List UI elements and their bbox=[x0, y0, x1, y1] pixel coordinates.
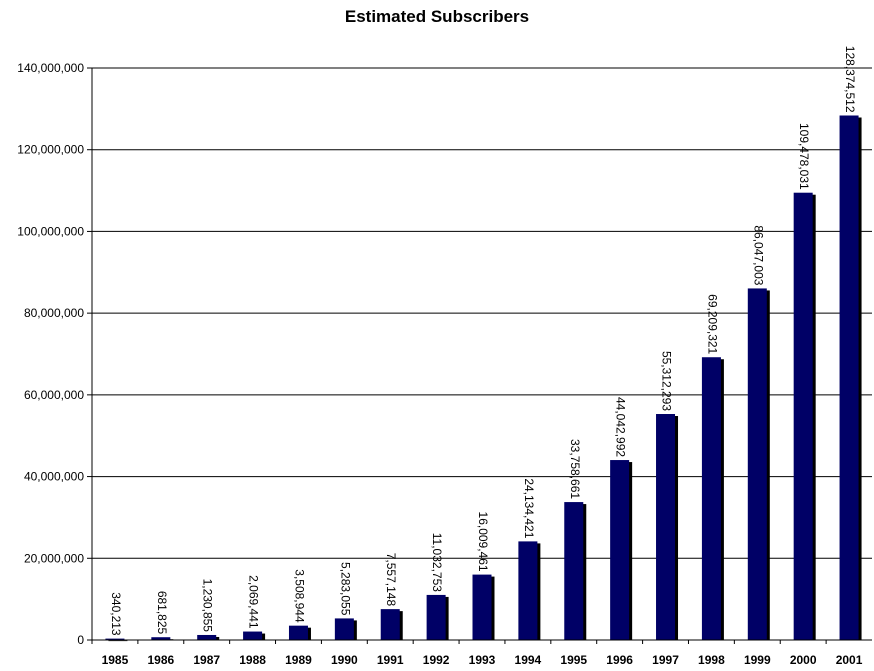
bar-value-label: 681,825 bbox=[155, 591, 169, 635]
bar-value-label: 109,478,031 bbox=[797, 123, 811, 190]
x-tick-label: 1997 bbox=[652, 653, 679, 667]
x-tick-label: 1996 bbox=[606, 653, 633, 667]
x-tick-label: 1999 bbox=[744, 653, 771, 667]
x-tick-label: 1988 bbox=[239, 653, 266, 667]
bar bbox=[472, 574, 492, 640]
x-tick-label: 1994 bbox=[515, 653, 542, 667]
bar-value-label: 1,230,855 bbox=[201, 579, 215, 633]
x-tick-label: 1989 bbox=[285, 653, 312, 667]
y-tick-label: 120,000,000 bbox=[17, 143, 84, 157]
bar-value-label: 2,069,441 bbox=[247, 575, 261, 629]
x-tick-label: 2000 bbox=[790, 653, 817, 667]
x-tick-label: 2001 bbox=[836, 653, 863, 667]
bar-value-label: 24,134,421 bbox=[522, 478, 536, 538]
bar bbox=[656, 414, 676, 640]
bar bbox=[243, 631, 263, 640]
bar-value-label: 340,213 bbox=[109, 592, 123, 636]
bar bbox=[288, 625, 308, 640]
bar bbox=[839, 115, 859, 641]
bar bbox=[426, 594, 446, 640]
x-tick-label: 1995 bbox=[560, 653, 587, 667]
bar-value-label: 16,009,461 bbox=[476, 512, 490, 572]
bar-value-label: 11,032,753 bbox=[430, 533, 444, 592]
x-tick-label: 1987 bbox=[193, 653, 220, 667]
bar bbox=[151, 637, 171, 640]
bar bbox=[564, 502, 584, 640]
bar-value-label: 44,042,992 bbox=[614, 397, 628, 457]
x-tick-label: 1986 bbox=[147, 653, 174, 667]
y-tick-label: 0 bbox=[77, 633, 84, 647]
x-tick-label: 1990 bbox=[331, 653, 358, 667]
bar-value-label: 128,374,512 bbox=[843, 46, 857, 113]
x-tick-label: 1991 bbox=[377, 653, 404, 667]
x-tick-label: 1985 bbox=[102, 653, 129, 667]
bar bbox=[747, 288, 767, 640]
bar bbox=[793, 192, 813, 640]
x-tick-label: 1993 bbox=[469, 653, 496, 667]
y-tick-label: 100,000,000 bbox=[17, 224, 84, 238]
bar bbox=[518, 541, 538, 640]
y-tick-label: 140,000,000 bbox=[17, 61, 84, 75]
y-tick-label: 60,000,000 bbox=[24, 388, 84, 402]
bar-value-label: 5,283,055 bbox=[338, 562, 352, 616]
bar bbox=[701, 357, 721, 640]
y-tick-label: 40,000,000 bbox=[24, 470, 84, 484]
bar bbox=[334, 618, 354, 640]
bar bbox=[197, 634, 217, 640]
chart-title: Estimated Subscribers bbox=[344, 7, 530, 26]
bar bbox=[610, 460, 630, 640]
bar bbox=[380, 609, 400, 640]
bar bbox=[105, 638, 125, 640]
bar-value-label: 69,209,321 bbox=[705, 294, 719, 354]
bar-value-label: 7,557,148 bbox=[384, 553, 398, 607]
bar-shadow bbox=[108, 640, 128, 642]
y-tick-label: 20,000,000 bbox=[24, 551, 84, 565]
bar-value-label: 3,508,944 bbox=[292, 569, 306, 623]
y-tick-label: 80,000,000 bbox=[24, 306, 84, 320]
x-tick-label: 1992 bbox=[423, 653, 450, 667]
bar-value-label: 33,758,661 bbox=[568, 439, 582, 499]
bar-value-label: 55,312,293 bbox=[660, 351, 674, 411]
bar-value-label: 86,047,003 bbox=[751, 225, 765, 285]
x-tick-label: 1998 bbox=[698, 653, 725, 667]
